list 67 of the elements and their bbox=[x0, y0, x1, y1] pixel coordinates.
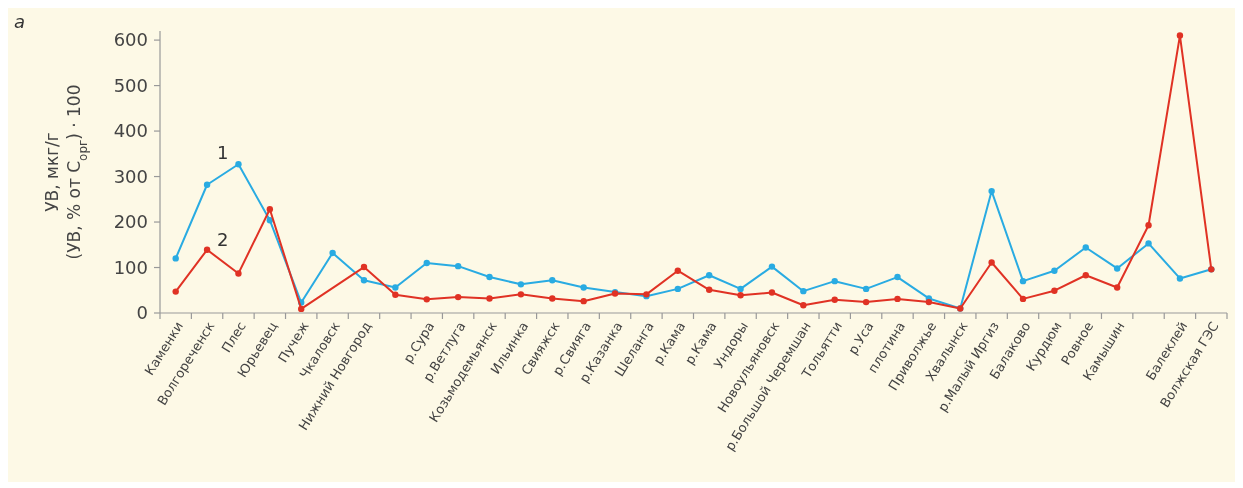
point bbox=[674, 267, 682, 274]
point bbox=[737, 292, 744, 299]
point bbox=[329, 249, 336, 257]
point bbox=[172, 288, 179, 295]
point bbox=[486, 273, 493, 281]
point bbox=[580, 284, 587, 291]
point bbox=[925, 298, 933, 306]
point bbox=[674, 285, 682, 293]
point bbox=[768, 263, 776, 270]
y-tick-label: 200 bbox=[113, 211, 148, 233]
point bbox=[392, 291, 399, 299]
point bbox=[800, 302, 807, 309]
point bbox=[235, 161, 242, 168]
point bbox=[1145, 222, 1152, 229]
point bbox=[1019, 295, 1027, 303]
point bbox=[454, 293, 462, 301]
point bbox=[862, 285, 870, 293]
point bbox=[768, 289, 776, 296]
point bbox=[988, 259, 995, 266]
point bbox=[705, 286, 713, 293]
point bbox=[486, 295, 493, 302]
point bbox=[1051, 287, 1058, 294]
point bbox=[454, 262, 462, 270]
point bbox=[831, 277, 838, 285]
point bbox=[737, 285, 744, 293]
y-tick-label: 0 bbox=[136, 302, 148, 324]
point bbox=[831, 296, 838, 304]
point bbox=[1082, 244, 1089, 251]
point bbox=[1176, 275, 1184, 282]
point bbox=[392, 284, 399, 291]
series-label: 1 bbox=[217, 141, 229, 163]
point bbox=[298, 305, 305, 313]
point bbox=[1113, 284, 1121, 291]
point bbox=[423, 296, 430, 303]
point bbox=[1176, 32, 1184, 39]
point bbox=[423, 259, 430, 267]
point bbox=[1082, 272, 1089, 279]
point bbox=[580, 297, 587, 305]
point bbox=[360, 263, 368, 271]
point bbox=[800, 287, 807, 295]
point bbox=[1019, 277, 1027, 285]
point bbox=[203, 181, 211, 188]
point bbox=[988, 187, 995, 195]
series-label: 2 bbox=[217, 228, 229, 250]
point bbox=[894, 295, 901, 303]
point bbox=[549, 295, 556, 302]
y-tick-label: 300 bbox=[113, 165, 148, 187]
point bbox=[1113, 265, 1121, 272]
y-tick-label: 500 bbox=[113, 74, 148, 96]
point bbox=[266, 206, 274, 213]
point bbox=[235, 270, 242, 277]
point bbox=[172, 255, 179, 262]
point bbox=[705, 272, 713, 279]
y-tick-label: 600 bbox=[113, 29, 148, 51]
y-tick-label: 100 bbox=[113, 256, 148, 278]
point bbox=[266, 217, 274, 224]
point bbox=[203, 246, 211, 253]
point bbox=[894, 273, 901, 281]
point bbox=[360, 277, 368, 284]
y-tick-label: 400 bbox=[113, 120, 148, 142]
point bbox=[1145, 240, 1152, 247]
chart-title: а bbox=[14, 11, 26, 32]
point bbox=[517, 291, 525, 298]
point bbox=[862, 298, 870, 306]
point bbox=[517, 281, 525, 288]
point bbox=[1051, 267, 1058, 274]
point bbox=[549, 277, 556, 284]
